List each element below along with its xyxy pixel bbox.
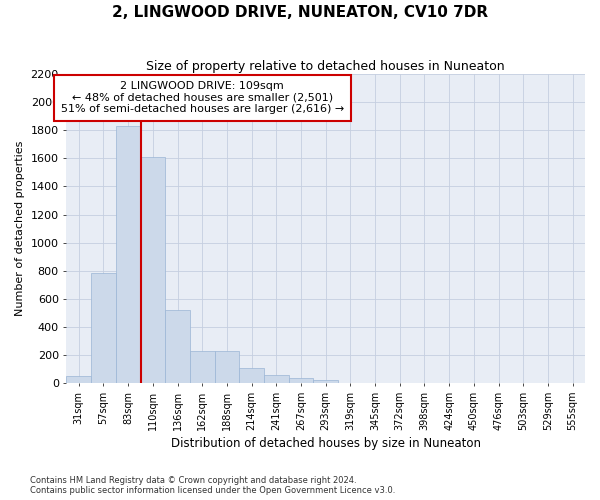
Title: Size of property relative to detached houses in Nuneaton: Size of property relative to detached ho… [146,60,505,73]
Bar [116,126,140,383]
Bar [264,375,289,383]
Y-axis label: Number of detached properties: Number of detached properties [15,141,25,316]
Text: 2, LINGWOOD DRIVE, NUNEATON, CV10 7DR: 2, LINGWOOD DRIVE, NUNEATON, CV10 7DR [112,5,488,20]
Bar [140,157,165,383]
Text: 2 LINGWOOD DRIVE: 109sqm
← 48% of detached houses are smaller (2,501)
51% of sem: 2 LINGWOOD DRIVE: 109sqm ← 48% of detach… [61,81,344,114]
Bar [215,350,239,383]
Bar [190,350,215,383]
Bar [165,310,190,383]
Bar [67,376,91,383]
X-axis label: Distribution of detached houses by size in Nuneaton: Distribution of detached houses by size … [171,437,481,450]
Bar [91,274,116,383]
Bar [239,368,264,383]
Bar [289,378,313,383]
Text: Contains HM Land Registry data © Crown copyright and database right 2024.
Contai: Contains HM Land Registry data © Crown c… [30,476,395,495]
Bar [313,380,338,383]
